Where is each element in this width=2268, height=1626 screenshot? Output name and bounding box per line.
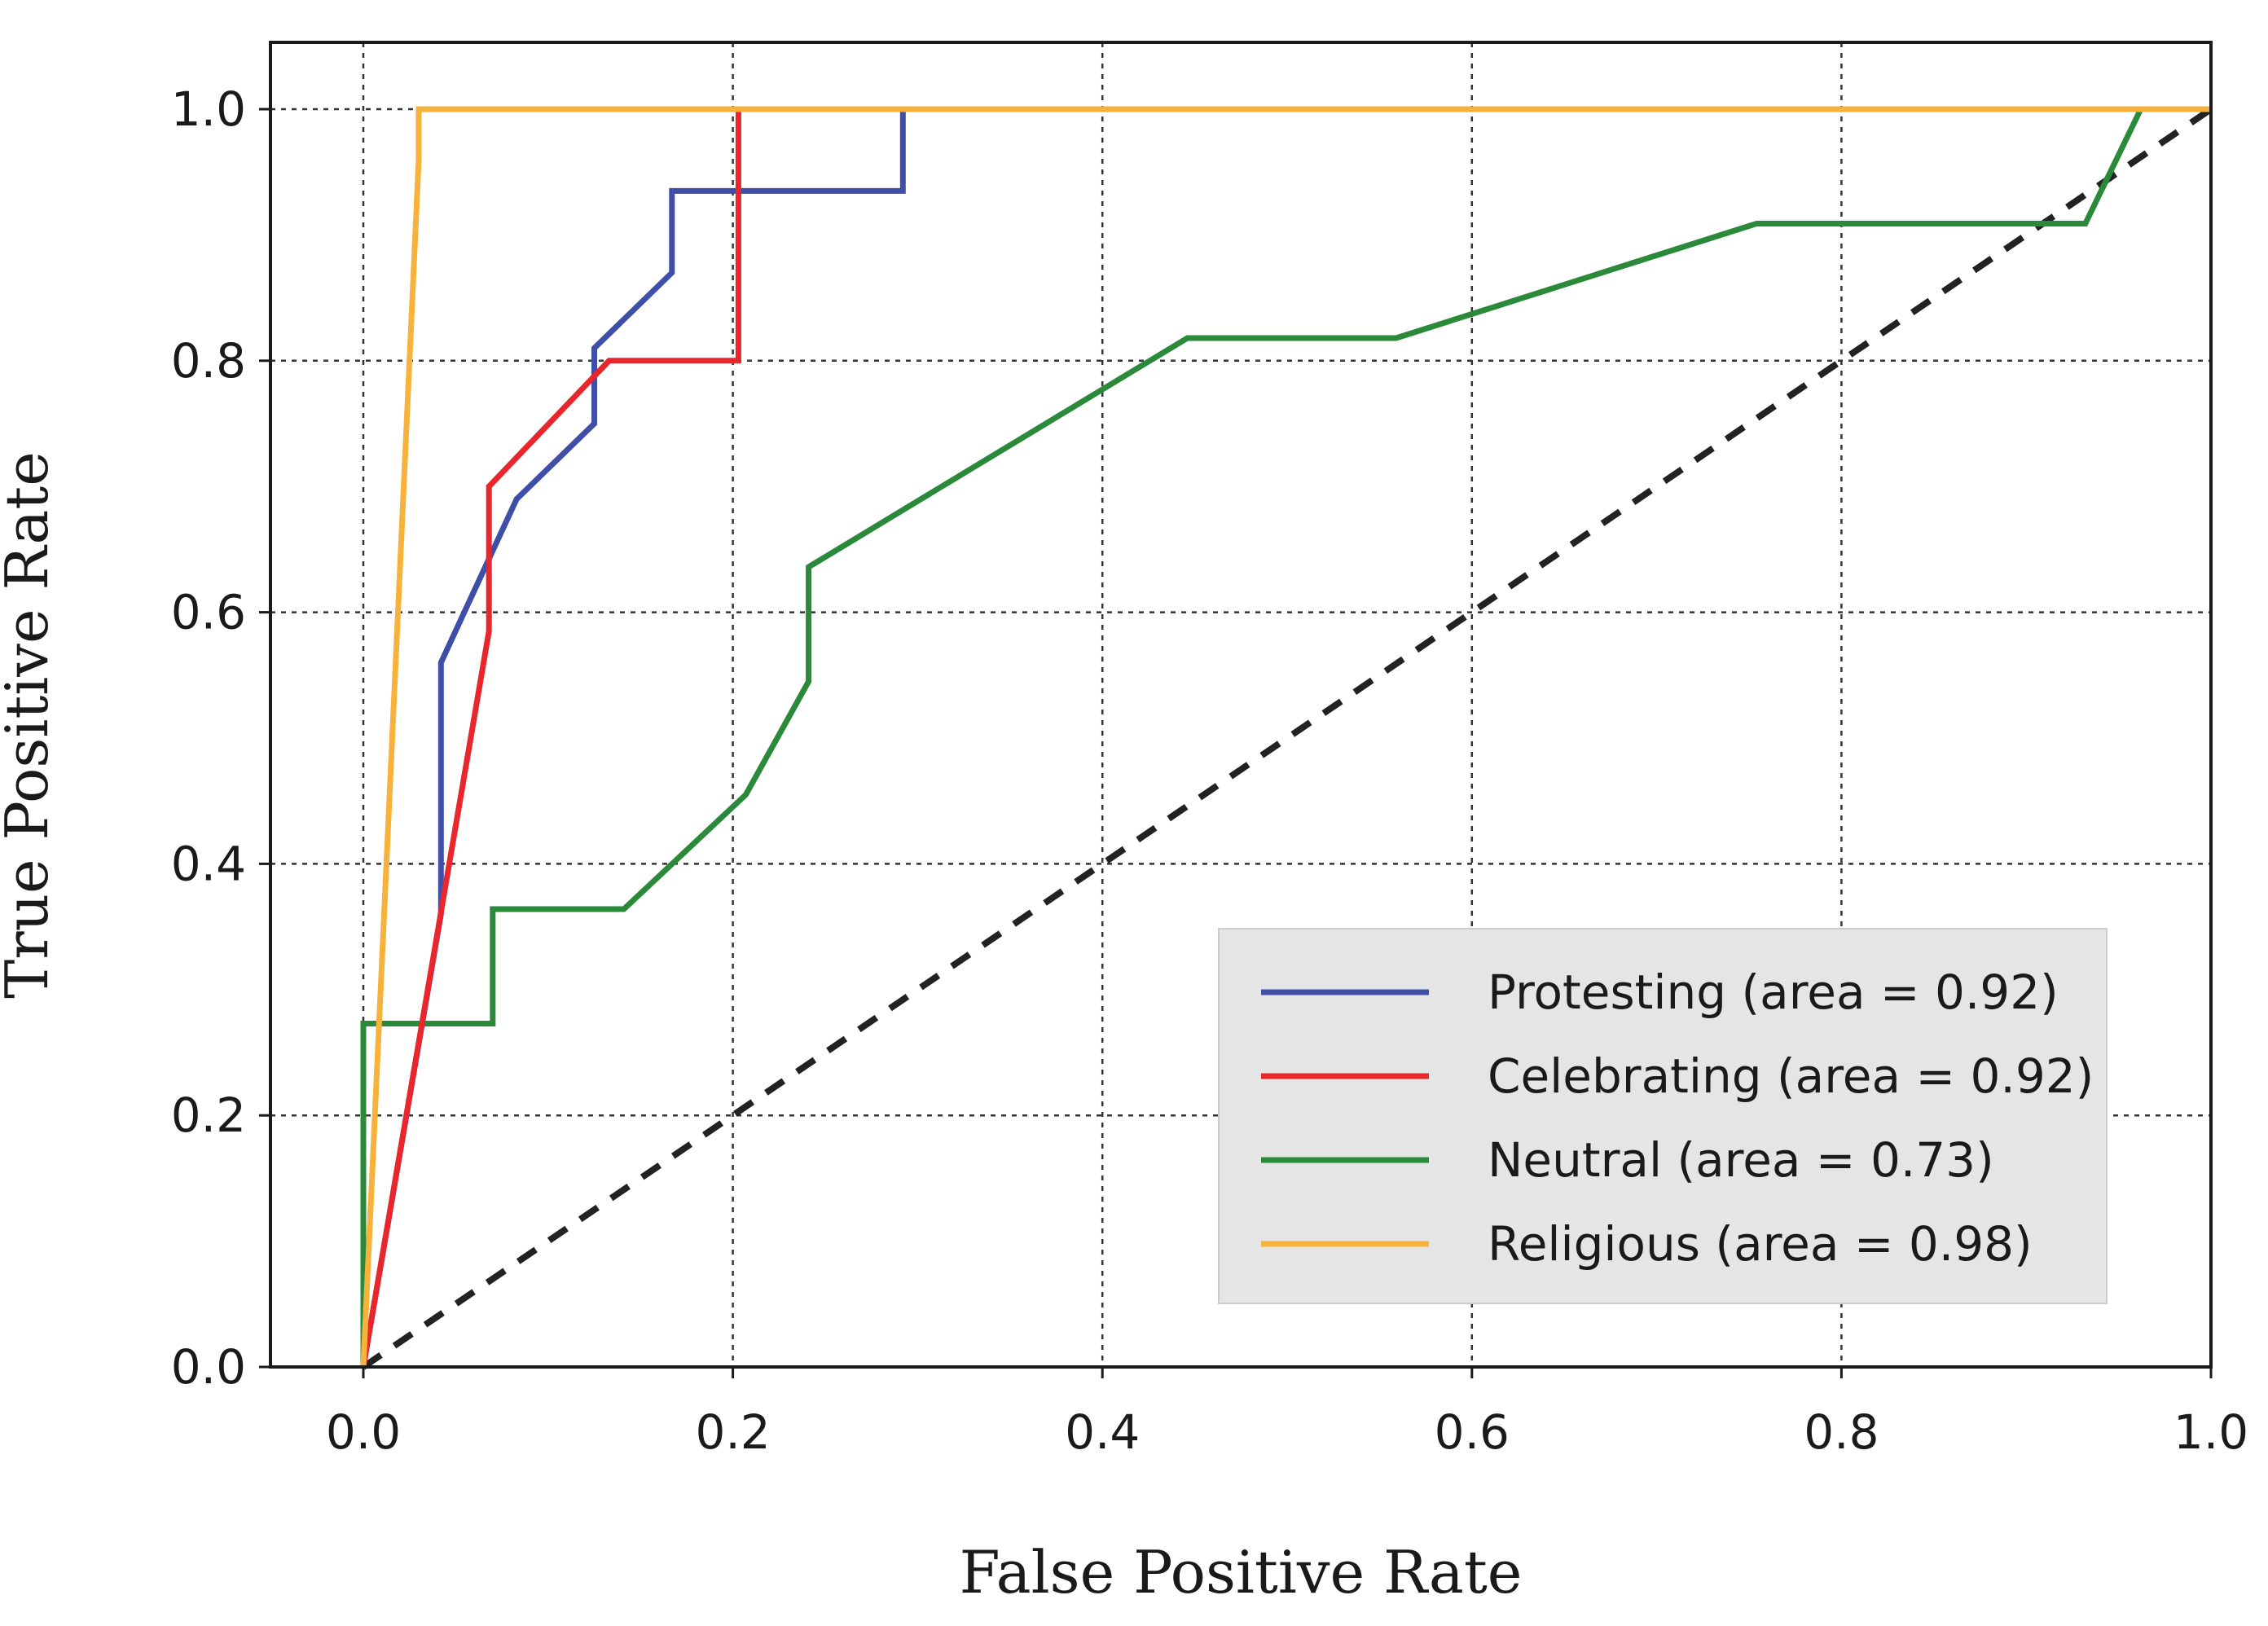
y-tick-label: 1.0 xyxy=(171,81,246,137)
x-tick-label: 0.2 xyxy=(695,1404,770,1460)
y-tick-label: 0.2 xyxy=(171,1088,246,1143)
series-line-protesting xyxy=(360,106,2211,1368)
y-tick-label: 0.6 xyxy=(171,585,246,640)
legend-entry-label: Religious (area = 0.98) xyxy=(1488,1216,2033,1272)
legend: Protesting (area = 0.92) Celebrating (are… xyxy=(1218,928,2108,1304)
y-tick-label: 0.8 xyxy=(171,333,246,389)
y-tick-label: 0.4 xyxy=(171,836,246,891)
series-line-neutral xyxy=(360,106,2211,1367)
x-tick-label: 0.6 xyxy=(1435,1404,1510,1460)
x-axis-label: False Positive Rate xyxy=(960,1538,1523,1606)
x-tick-label: 1.0 xyxy=(2174,1404,2248,1460)
y-tick-label: 0.0 xyxy=(171,1339,246,1395)
legend-entry-label: Protesting (area = 0.92) xyxy=(1488,965,2059,1020)
x-tick-label: 0.0 xyxy=(326,1404,401,1460)
x-tick-label: 0.4 xyxy=(1065,1404,1140,1460)
series-lines xyxy=(360,106,2213,1370)
legend-entry-label: Celebrating (area = 0.92) xyxy=(1488,1048,2094,1104)
x-tick-label: 0.8 xyxy=(1804,1404,1879,1460)
y-axis-label: True Positive Rate xyxy=(0,451,61,999)
axis-ticks: 0.0 0.2 0.4 0.6 0.8 1.0 0.0 0.2 0.4 0.6 0.8 1.0 xyxy=(171,81,2248,1460)
plot-frame xyxy=(269,41,2213,1369)
legend-entry-label: Neutral (area = 0.73) xyxy=(1488,1132,1994,1188)
series-line-religious xyxy=(360,106,2211,1368)
